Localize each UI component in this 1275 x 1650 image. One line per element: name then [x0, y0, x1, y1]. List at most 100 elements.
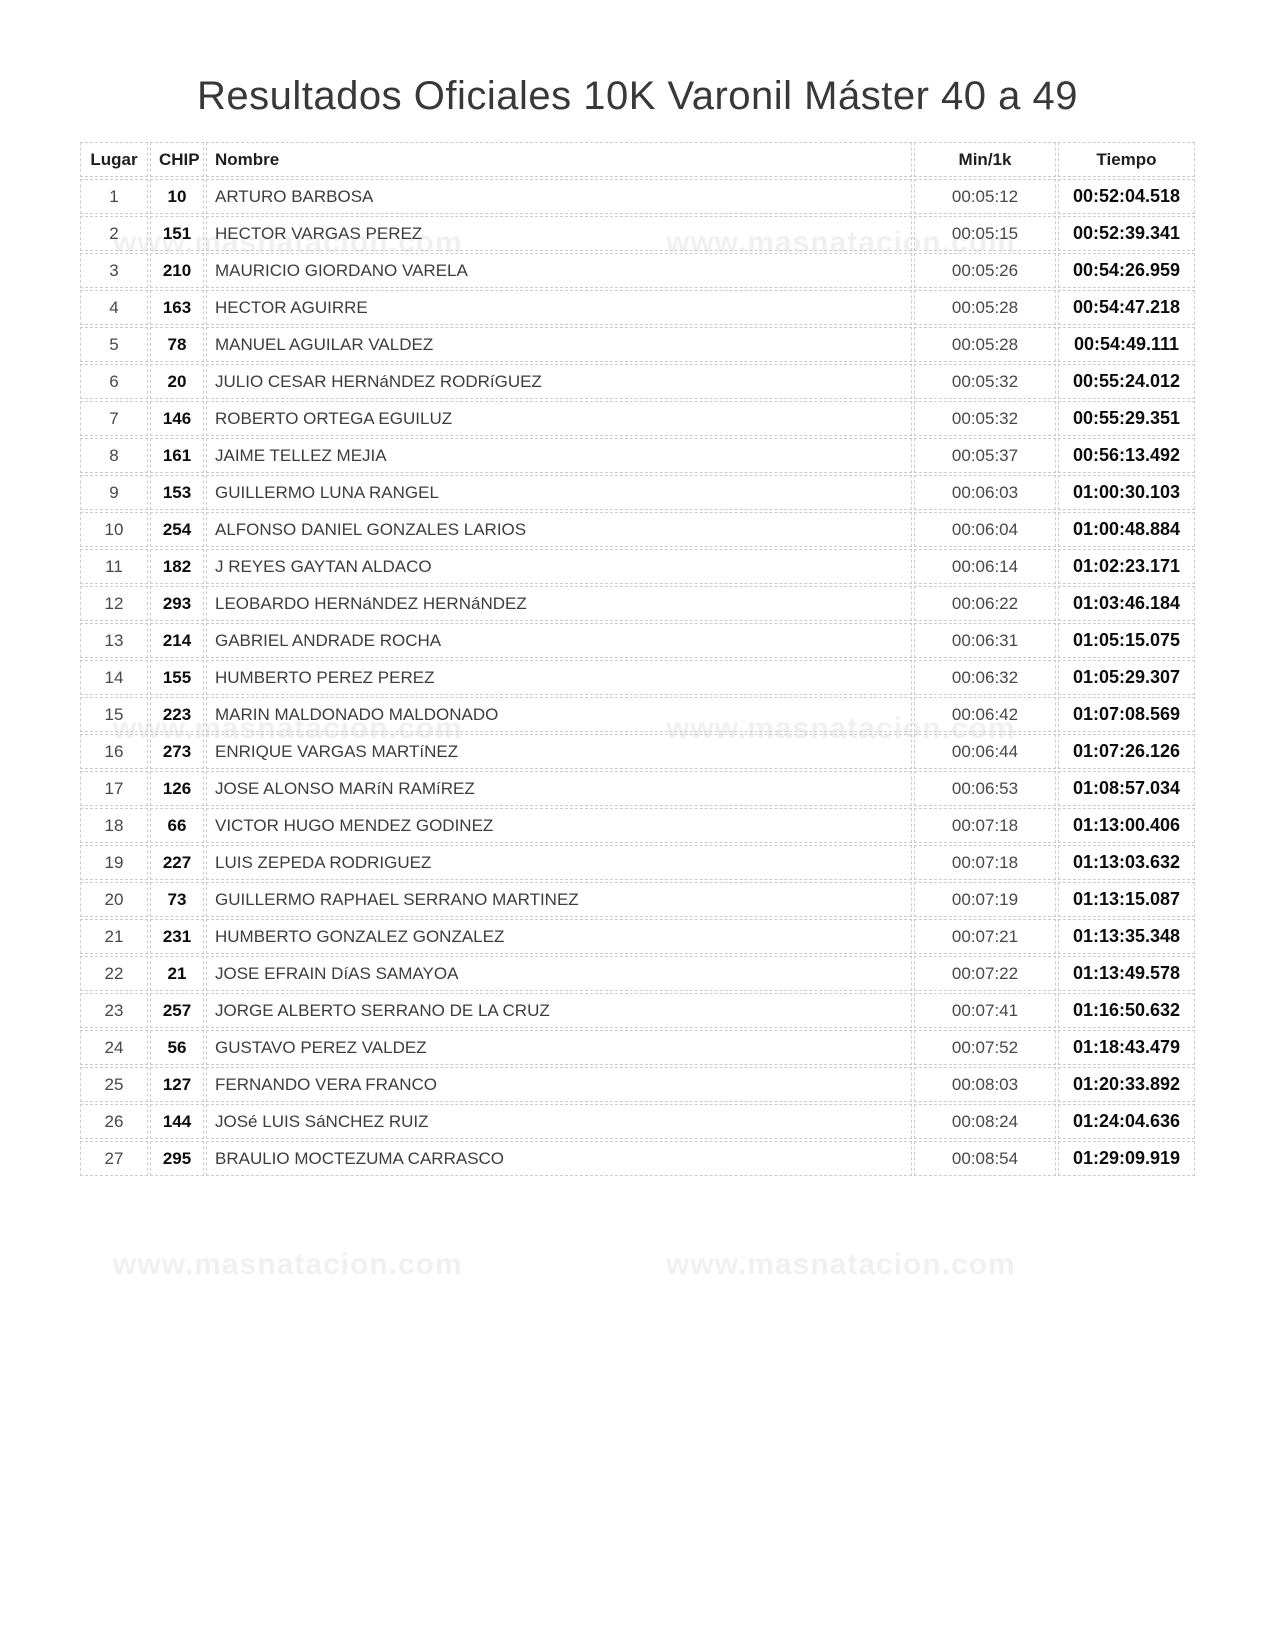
cell-lugar: 22	[80, 956, 148, 991]
cell-nombre: HUMBERTO PEREZ PEREZ	[206, 660, 912, 695]
cell-tiempo: 01:08:57.034	[1058, 771, 1195, 806]
cell-min1k: 00:06:32	[914, 660, 1056, 695]
cell-chip: 20	[150, 364, 204, 399]
cell-tiempo: 01:13:15.087	[1058, 882, 1195, 917]
cell-nombre: GUSTAVO PEREZ VALDEZ	[206, 1030, 912, 1065]
cell-lugar: 27	[80, 1141, 148, 1176]
table-row: 16 273 ENRIQUE VARGAS MARTíNEZ 00:06:44 …	[80, 734, 1195, 769]
cell-lugar: 24	[80, 1030, 148, 1065]
table-row: 25 127 FERNANDO VERA FRANCO 00:08:03 01:…	[80, 1067, 1195, 1102]
cell-min1k: 00:05:28	[914, 290, 1056, 325]
table-row: 21 231 HUMBERTO GONZALEZ GONZALEZ 00:07:…	[80, 919, 1195, 954]
table-row: 7 146 ROBERTO ORTEGA EGUILUZ 00:05:32 00…	[80, 401, 1195, 436]
cell-lugar: 15	[80, 697, 148, 732]
cell-chip: 151	[150, 216, 204, 251]
cell-lugar: 19	[80, 845, 148, 880]
cell-min1k: 00:05:32	[914, 401, 1056, 436]
cell-tiempo: 01:00:48.884	[1058, 512, 1195, 547]
cell-lugar: 18	[80, 808, 148, 843]
cell-lugar: 16	[80, 734, 148, 769]
cell-nombre: HUMBERTO GONZALEZ GONZALEZ	[206, 919, 912, 954]
cell-chip: 144	[150, 1104, 204, 1139]
cell-chip: 163	[150, 290, 204, 325]
cell-chip: 273	[150, 734, 204, 769]
cell-nombre: GUILLERMO RAPHAEL SERRANO MARTINEZ	[206, 882, 912, 917]
header-chip: CHIP	[150, 142, 204, 177]
cell-tiempo: 00:52:39.341	[1058, 216, 1195, 251]
table-row: 5 78 MANUEL AGUILAR VALDEZ 00:05:28 00:5…	[80, 327, 1195, 362]
cell-min1k: 00:08:24	[914, 1104, 1056, 1139]
table-row: 27 295 BRAULIO MOCTEZUMA CARRASCO 00:08:…	[80, 1141, 1195, 1176]
cell-nombre: VICTOR HUGO MENDEZ GODINEZ	[206, 808, 912, 843]
cell-nombre: JOSE EFRAIN DíAS SAMAYOA	[206, 956, 912, 991]
table-row: 20 73 GUILLERMO RAPHAEL SERRANO MARTINEZ…	[80, 882, 1195, 917]
table-row: 10 254 ALFONSO DANIEL GONZALES LARIOS 00…	[80, 512, 1195, 547]
cell-min1k: 00:06:53	[914, 771, 1056, 806]
cell-min1k: 00:05:12	[914, 179, 1056, 214]
cell-lugar: 17	[80, 771, 148, 806]
cell-lugar: 1	[80, 179, 148, 214]
cell-tiempo: 00:56:13.492	[1058, 438, 1195, 473]
cell-tiempo: 00:54:47.218	[1058, 290, 1195, 325]
cell-tiempo: 01:13:35.348	[1058, 919, 1195, 954]
cell-lugar: 14	[80, 660, 148, 695]
cell-tiempo: 00:55:24.012	[1058, 364, 1195, 399]
cell-chip: 227	[150, 845, 204, 880]
cell-tiempo: 01:16:50.632	[1058, 993, 1195, 1028]
cell-tiempo: 01:05:29.307	[1058, 660, 1195, 695]
cell-chip: 254	[150, 512, 204, 547]
cell-lugar: 2	[80, 216, 148, 251]
table-row: 14 155 HUMBERTO PEREZ PEREZ 00:06:32 01:…	[80, 660, 1195, 695]
page-title: Resultados Oficiales 10K Varonil Máster …	[197, 74, 1078, 118]
cell-nombre: LUIS ZEPEDA RODRIGUEZ	[206, 845, 912, 880]
cell-chip: 127	[150, 1067, 204, 1102]
table-row: 19 227 LUIS ZEPEDA RODRIGUEZ 00:07:18 01…	[80, 845, 1195, 880]
cell-nombre: ARTURO BARBOSA	[206, 179, 912, 214]
cell-nombre: BRAULIO MOCTEZUMA CARRASCO	[206, 1141, 912, 1176]
cell-chip: 161	[150, 438, 204, 473]
table-row: 8 161 JAIME TELLEZ MEJIA 00:05:37 00:56:…	[80, 438, 1195, 473]
cell-nombre: ROBERTO ORTEGA EGUILUZ	[206, 401, 912, 436]
cell-chip: 155	[150, 660, 204, 695]
cell-tiempo: 01:07:08.569	[1058, 697, 1195, 732]
table-row: 2 151 HECTOR VARGAS PEREZ 00:05:15 00:52…	[80, 216, 1195, 251]
cell-nombre: JOSé LUIS SáNCHEZ RUIZ	[206, 1104, 912, 1139]
cell-min1k: 00:05:37	[914, 438, 1056, 473]
cell-nombre: MAURICIO GIORDANO VARELA	[206, 253, 912, 288]
cell-min1k: 00:05:32	[914, 364, 1056, 399]
results-table: Lugar CHIP Nombre Min/1k Tiempo 1 10 ART…	[78, 140, 1197, 1178]
cell-nombre: GUILLERMO LUNA RANGEL	[206, 475, 912, 510]
cell-lugar: 13	[80, 623, 148, 658]
cell-min1k: 00:08:03	[914, 1067, 1056, 1102]
cell-min1k: 00:06:04	[914, 512, 1056, 547]
cell-min1k: 00:07:21	[914, 919, 1056, 954]
cell-lugar: 21	[80, 919, 148, 954]
cell-min1k: 00:05:28	[914, 327, 1056, 362]
cell-min1k: 00:06:14	[914, 549, 1056, 584]
cell-tiempo: 01:00:30.103	[1058, 475, 1195, 510]
cell-chip: 210	[150, 253, 204, 288]
cell-min1k: 00:06:42	[914, 697, 1056, 732]
cell-chip: 182	[150, 549, 204, 584]
cell-min1k: 00:07:19	[914, 882, 1056, 917]
cell-nombre: GABRIEL ANDRADE ROCHA	[206, 623, 912, 658]
cell-tiempo: 01:03:46.184	[1058, 586, 1195, 621]
cell-min1k: 00:07:41	[914, 993, 1056, 1028]
header-min1k: Min/1k	[914, 142, 1056, 177]
table-row: 24 56 GUSTAVO PEREZ VALDEZ 00:07:52 01:1…	[80, 1030, 1195, 1065]
cell-lugar: 4	[80, 290, 148, 325]
cell-lugar: 7	[80, 401, 148, 436]
cell-tiempo: 00:55:29.351	[1058, 401, 1195, 436]
cell-chip: 223	[150, 697, 204, 732]
cell-lugar: 9	[80, 475, 148, 510]
cell-lugar: 10	[80, 512, 148, 547]
cell-tiempo: 01:20:33.892	[1058, 1067, 1195, 1102]
cell-nombre: JULIO CESAR HERNáNDEZ RODRíGUEZ	[206, 364, 912, 399]
cell-tiempo: 01:02:23.171	[1058, 549, 1195, 584]
cell-lugar: 6	[80, 364, 148, 399]
cell-chip: 257	[150, 993, 204, 1028]
table-row: 12 293 LEOBARDO HERNáNDEZ HERNáNDEZ 00:0…	[80, 586, 1195, 621]
cell-tiempo: 00:54:49.111	[1058, 327, 1195, 362]
cell-nombre: MARIN MALDONADO MALDONADO	[206, 697, 912, 732]
